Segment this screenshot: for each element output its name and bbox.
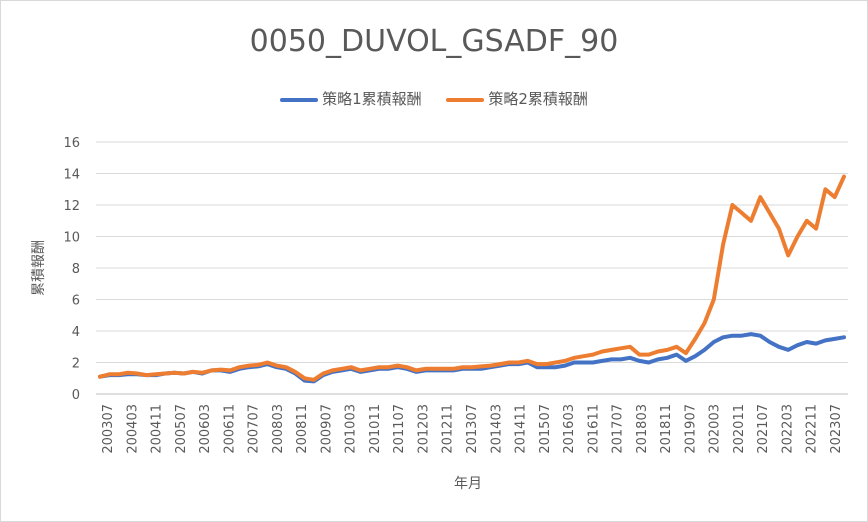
y-tick-label: 8 xyxy=(72,262,80,277)
x-tick-label: 201611 xyxy=(586,404,601,454)
y-axis-title: 累積報酬 xyxy=(31,240,47,296)
y-tick-label: 4 xyxy=(72,325,80,340)
x-tick-label: 201203 xyxy=(416,404,431,454)
x-tick-label: 200707 xyxy=(247,404,262,454)
x-tick-label: 200307 xyxy=(101,404,116,454)
x-tick-label: 200603 xyxy=(198,404,213,454)
x-tick-label: 201811 xyxy=(659,404,674,454)
series-line-1 xyxy=(98,332,846,384)
x-tick-label: 201603 xyxy=(562,404,577,454)
x-tick-label: 201707 xyxy=(611,404,626,454)
y-tick-label: 14 xyxy=(63,168,80,183)
x-tick-label: 200803 xyxy=(271,404,286,454)
x-tick-label: 201307 xyxy=(465,404,480,454)
chart-legend: 策略1累積報酬 策略2累積報酬 xyxy=(0,88,868,109)
x-tick-label: 202211 xyxy=(805,404,820,454)
x-tick-label: 200507 xyxy=(174,404,189,454)
x-tick-label: 201107 xyxy=(392,404,407,454)
legend-label-series-2: 策略2累積報酬 xyxy=(488,90,588,108)
x-tick-label: 201411 xyxy=(514,404,529,454)
x-tick-label: 201907 xyxy=(683,404,698,454)
y-tick-label: 12 xyxy=(63,199,80,214)
legend-item-series-1[interactable]: 策略1累積報酬 xyxy=(280,88,422,109)
x-tick-label: 202107 xyxy=(756,404,771,454)
x-tick-label: 200811 xyxy=(295,404,310,454)
x-tick-label: 202011 xyxy=(732,404,747,454)
x-tick-label: 202003 xyxy=(708,404,723,454)
legend-item-series-2[interactable]: 策略2累積報酬 xyxy=(446,88,588,109)
x-tick-label: 201003 xyxy=(344,404,359,454)
x-tick-label: 201507 xyxy=(538,404,553,454)
y-tick-label: 2 xyxy=(72,357,80,372)
y-tick-label: 16 xyxy=(63,136,80,151)
x-tick-label: 200907 xyxy=(319,404,334,454)
x-tick-label: 200411 xyxy=(150,404,165,454)
y-tick-label: 0 xyxy=(72,388,80,403)
x-tick-label: 201803 xyxy=(635,404,650,454)
x-tick-label: 200403 xyxy=(125,404,140,454)
legend-swatch-series-1 xyxy=(280,97,319,102)
x-tick-label: 201211 xyxy=(441,404,456,454)
series-lines xyxy=(98,174,846,384)
x-tick-label: 200611 xyxy=(222,404,237,454)
y-tick-label: 10 xyxy=(63,231,80,246)
legend-swatch-series-2 xyxy=(446,97,485,102)
x-tick-label: 201403 xyxy=(489,404,504,454)
y-tick-label: 6 xyxy=(72,294,80,309)
gridlines xyxy=(96,141,848,395)
legend-label-series-1: 策略1累積報酬 xyxy=(322,90,422,108)
x-axis-title: 年月 xyxy=(454,476,482,492)
x-axis-ticks: 200307 200403 200411 200507 200603 200611 2007… xyxy=(101,404,844,454)
series-line-2 xyxy=(98,174,846,382)
x-tick-label: 202203 xyxy=(780,404,795,454)
y-axis-ticks: 0 2 4 6 8 10 12 14 16 xyxy=(63,136,80,403)
x-tick-label: 201011 xyxy=(368,404,383,454)
x-tick-label: 202307 xyxy=(829,404,844,454)
chart-title: 0050_DUVOL_GSADF_90 xyxy=(249,24,619,59)
